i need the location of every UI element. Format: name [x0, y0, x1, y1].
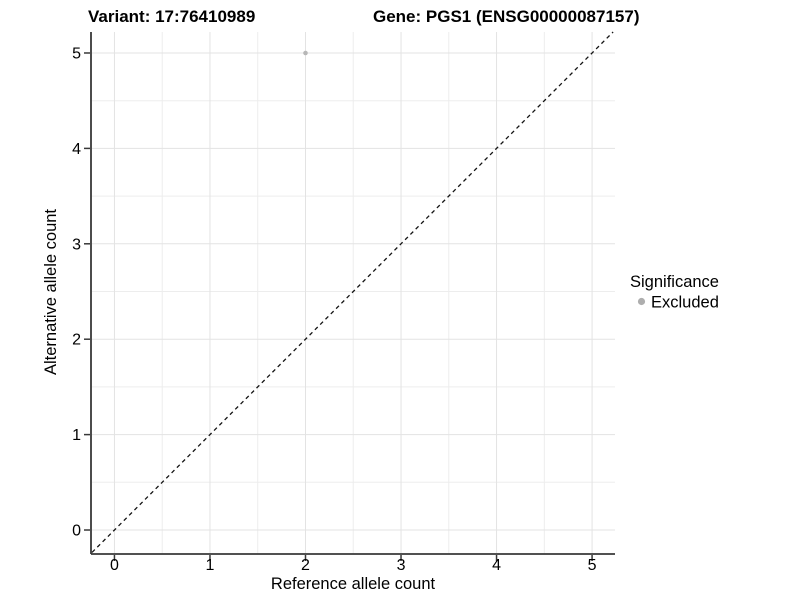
legend-key-dot-icon — [637, 297, 646, 306]
legend-title: Significance — [630, 273, 719, 291]
x-axis-title: Reference allele count — [271, 575, 436, 593]
x-tick-label: 0 — [110, 557, 119, 574]
x-tick-label: 1 — [206, 557, 215, 574]
tick-labels: 0 1 2 3 4 5 0 1 2 3 4 5 — [72, 45, 597, 574]
y-tick-label: 3 — [72, 236, 81, 253]
legend: Significance Excluded — [630, 273, 719, 312]
y-axis-title: Alternative allele count — [42, 209, 60, 375]
plot-title-variant: Variant: 17:76410989 — [88, 7, 255, 26]
legend-entry-label: Excluded — [651, 294, 719, 312]
data-points — [303, 50, 308, 56]
y-tick-label: 4 — [72, 141, 81, 158]
data-point — [303, 50, 308, 56]
dashed-identity-line — [91, 31, 614, 553]
tick-marks — [84, 52, 593, 561]
identity-reference-line — [91, 31, 614, 553]
x-tick-label: 4 — [492, 557, 501, 574]
gridlines-minor — [92, 32, 615, 553]
x-tick-label: 3 — [397, 557, 406, 574]
y-tick-label: 1 — [72, 427, 81, 444]
y-tick-label: 0 — [72, 523, 81, 540]
axis-lines — [90, 32, 615, 555]
x-tick-label: 2 — [301, 557, 310, 574]
plot-title-gene: Gene: PGS1 (ENSG00000087157) — [373, 7, 639, 26]
gridlines-major — [92, 32, 615, 553]
x-tick-label: 5 — [588, 557, 597, 574]
y-tick-label: 2 — [72, 332, 81, 349]
y-tick-label: 5 — [72, 45, 81, 62]
